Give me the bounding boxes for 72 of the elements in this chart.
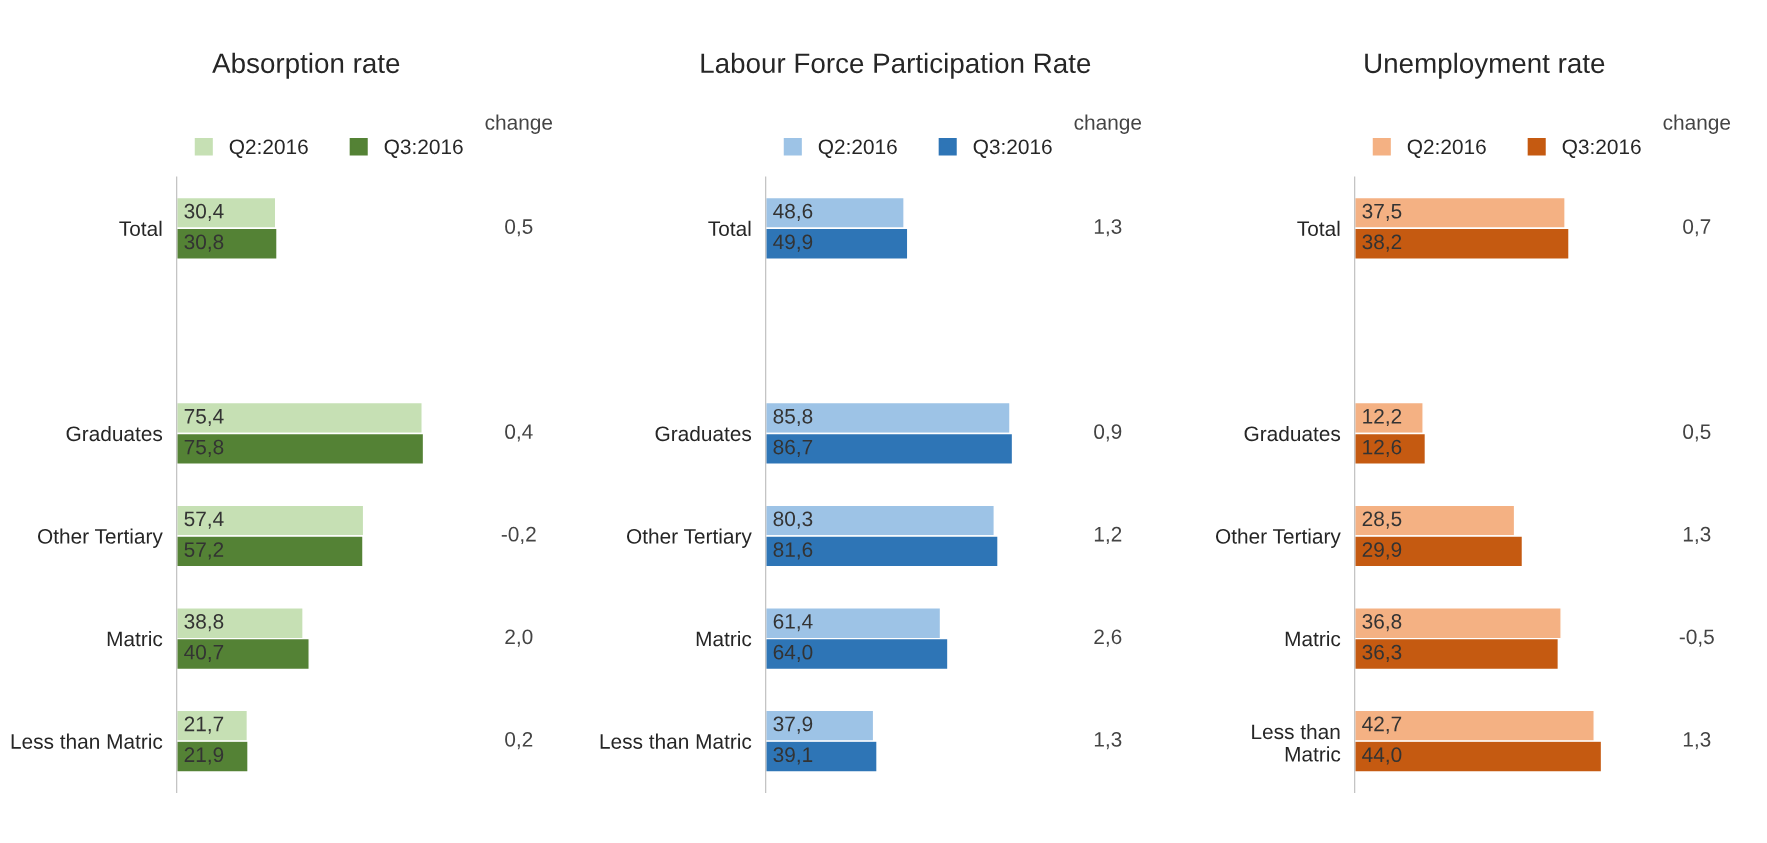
data-label: 48,6 [773, 203, 813, 221]
y-tick-label: Graduates [66, 425, 163, 442]
data-label: 44,0 [1362, 747, 1402, 765]
text: change [485, 114, 553, 134]
data-label: 57,4 [184, 511, 224, 529]
data-label: 86,7 [773, 439, 813, 457]
text: -0,2 [501, 526, 536, 545]
data-label: 64,0 [773, 644, 813, 663]
text: -0,5 [1679, 629, 1714, 647]
data-label: 37,9 [773, 716, 813, 734]
data-label: 40,7 [184, 644, 224, 663]
chart-title: Labour Force Participation Rate [701, 52, 1091, 79]
chart-title: Absorption rate [212, 52, 400, 79]
y-tick-label: Other Tertiary [626, 528, 752, 548]
legend-label: Q2:2016 [229, 139, 308, 158]
text: 1,3 [1683, 526, 1711, 545]
legend-label: Q2:2016 [818, 139, 897, 158]
y-tick-label: Matric [1285, 631, 1341, 647]
text: 0,5 [505, 219, 533, 237]
text: 1,3 [1683, 731, 1711, 750]
text: 0,4 [505, 424, 533, 442]
y-tick-label: Total [708, 220, 751, 237]
data-label: 38,8 [184, 614, 224, 632]
data-label: 12,2 [1363, 408, 1402, 427]
data-label: 49,9 [773, 234, 813, 252]
y-tick-label: Graduates [1244, 425, 1341, 442]
data-label: 12,6 [1363, 439, 1402, 457]
y-tick-label: Other Tertiary [37, 528, 163, 548]
text: 0,5 [1683, 424, 1711, 442]
data-label: 85,8 [773, 408, 813, 427]
data-label: 39,1 [773, 747, 813, 765]
text: change [1074, 114, 1142, 134]
data-label: 29,9 [1362, 542, 1402, 560]
data-label: 37,5 [1362, 203, 1402, 221]
data-label: 57,2 [184, 542, 224, 560]
text: 0,7 [1683, 219, 1711, 237]
data-label: 21,7 [184, 716, 224, 734]
data-label: 38,2 [1362, 234, 1402, 252]
text: 0,2 [505, 731, 533, 750]
data-label: 75,4 [184, 409, 224, 427]
y-tick-label: Total [119, 220, 162, 237]
y-tick-label: Total [1297, 220, 1340, 237]
data-label: 36,3 [1362, 644, 1402, 663]
text: 1,3 [1094, 731, 1122, 750]
text: 1,2 [1094, 526, 1122, 545]
y-tick-label: Less than Matric [600, 733, 752, 749]
text: 1,3 [1094, 219, 1122, 237]
legend-label: Q2:2016 [1407, 139, 1486, 158]
legend-label: Q3:2016 [1562, 139, 1641, 158]
y-tick-label: Less than Matric [1252, 723, 1341, 762]
y-tick-label: Matric [107, 631, 163, 647]
text: 2,6 [1094, 629, 1122, 647]
data-label: 30,4 [184, 203, 224, 221]
data-label: 61,4 [773, 614, 813, 632]
data-label: 81,6 [773, 542, 813, 560]
data-label: 80,3 [773, 511, 813, 529]
data-label: 21,9 [184, 747, 224, 765]
data-label: 42,7 [1362, 716, 1402, 734]
legend-label: Q3:2016 [973, 139, 1052, 158]
data-label: 28,5 [1362, 511, 1402, 529]
chart-title: Unemployment rate [1365, 52, 1605, 79]
y-tick-label: Graduates [655, 425, 752, 442]
data-label: 36,8 [1362, 614, 1402, 632]
y-tick-label: Other Tertiary [1215, 528, 1341, 548]
y-tick-label: Matric [696, 631, 752, 647]
text: change [1663, 114, 1731, 134]
data-label: 75,8 [184, 439, 224, 457]
legend-label: Q3:2016 [384, 139, 463, 158]
y-tick-label: Less than Matric [11, 733, 163, 749]
text: 0,9 [1094, 424, 1122, 442]
text: 2,0 [505, 629, 533, 647]
data-label: 30,8 [184, 234, 224, 252]
